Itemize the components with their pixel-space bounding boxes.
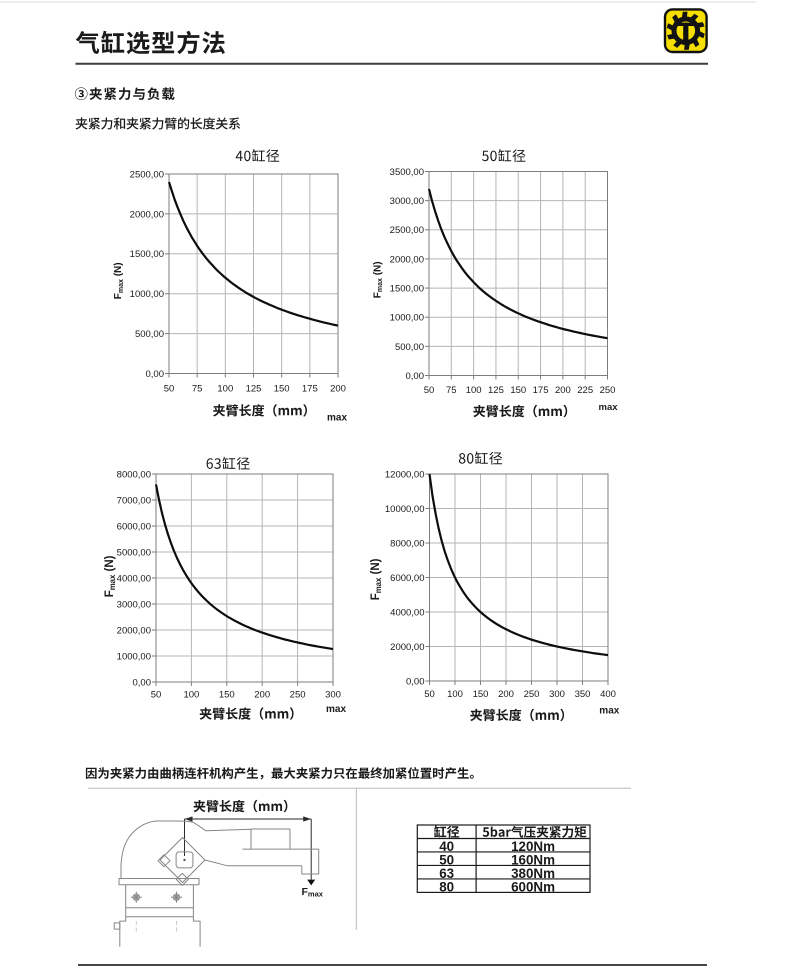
svg-text:50: 50 [151,690,162,701]
svg-text:3000,00: 3000,00 [117,599,151,610]
svg-text:200: 200 [330,384,346,395]
svg-text:250: 250 [600,385,616,396]
svg-text:max: max [326,704,346,715]
svg-text:80: 80 [439,880,454,895]
svg-text:6000,00: 6000,00 [390,573,424,584]
svg-text:6000,00: 6000,00 [117,521,151,532]
svg-text:Fmax (N): Fmax (N) [372,261,384,298]
svg-text:Fmax (N): Fmax (N) [113,262,125,299]
svg-text:5000,00: 5000,00 [117,547,151,558]
svg-text:100: 100 [447,689,463,700]
svg-text:2000,00: 2000,00 [117,625,151,636]
svg-text:7000,00: 7000,00 [117,495,151,506]
svg-text:200: 200 [498,689,514,700]
svg-text:160Nm: 160Nm [511,853,555,868]
svg-text:75: 75 [192,384,203,395]
svg-text:150: 150 [510,385,526,396]
svg-text:Fmax (N): Fmax (N) [370,558,383,600]
svg-text:max: max [599,402,619,413]
svg-text:10000,00: 10000,00 [385,504,425,515]
svg-text:150: 150 [274,384,290,395]
svg-text:250: 250 [290,690,306,701]
svg-text:250: 250 [524,689,540,700]
svg-text:0,00: 0,00 [406,371,425,382]
svg-text:12000,00: 12000,00 [385,469,425,480]
svg-text:1000,00: 1000,00 [130,289,164,300]
svg-text:300: 300 [549,689,565,700]
svg-text:100: 100 [217,384,233,395]
svg-text:0,00: 0,00 [406,676,425,687]
svg-text:500,00: 500,00 [395,342,424,353]
svg-text:50: 50 [164,384,175,395]
svg-text:4000,00: 4000,00 [117,573,151,584]
svg-text:500,00: 500,00 [135,329,164,340]
svg-text:Fmax (N): Fmax (N) [104,555,117,597]
svg-text:max: max [599,705,619,716]
svg-text:3000,00: 3000,00 [390,196,424,207]
svg-text:1000,00: 1000,00 [117,651,151,662]
svg-text:120Nm: 120Nm [511,839,555,854]
svg-text:200: 200 [254,690,270,701]
svg-text:200: 200 [555,385,571,396]
svg-text:225: 225 [577,385,593,396]
svg-text:1000,00: 1000,00 [390,313,424,324]
svg-text:Fmax: Fmax [302,886,324,899]
svg-text:125: 125 [488,385,504,396]
svg-text:2500,00: 2500,00 [130,169,164,180]
svg-text:75: 75 [446,385,457,396]
svg-text:50: 50 [439,853,454,868]
svg-text:150: 150 [473,689,489,700]
svg-text:8000,00: 8000,00 [117,469,151,480]
svg-text:40: 40 [439,839,454,854]
svg-text:50: 50 [424,689,435,700]
svg-text:4000,00: 4000,00 [390,607,424,618]
svg-text:150: 150 [219,690,235,701]
svg-text:8000,00: 8000,00 [390,538,424,549]
svg-text:600Nm: 600Nm [511,880,555,895]
svg-text:2500,00: 2500,00 [390,225,424,236]
svg-text:63: 63 [439,866,454,881]
svg-text:175: 175 [533,385,549,396]
svg-text:300: 300 [325,690,341,701]
svg-text:125: 125 [246,384,262,395]
svg-text:400: 400 [600,689,616,700]
svg-text:100: 100 [183,690,199,701]
svg-text:1500,00: 1500,00 [390,283,424,294]
svg-text:50: 50 [424,385,435,396]
svg-text:0,00: 0,00 [133,677,152,688]
svg-text:175: 175 [302,384,318,395]
svg-text:100: 100 [466,385,482,396]
svg-text:max: max [327,413,347,424]
svg-text:2000,00: 2000,00 [130,209,164,220]
svg-text:3500,00: 3500,00 [390,167,424,178]
svg-text:380Nm: 380Nm [511,866,555,881]
svg-text:2000,00: 2000,00 [390,642,424,653]
svg-text:350: 350 [575,689,591,700]
svg-text:2000,00: 2000,00 [390,254,424,265]
svg-text:0,00: 0,00 [146,369,165,380]
svg-text:1500,00: 1500,00 [130,249,164,260]
